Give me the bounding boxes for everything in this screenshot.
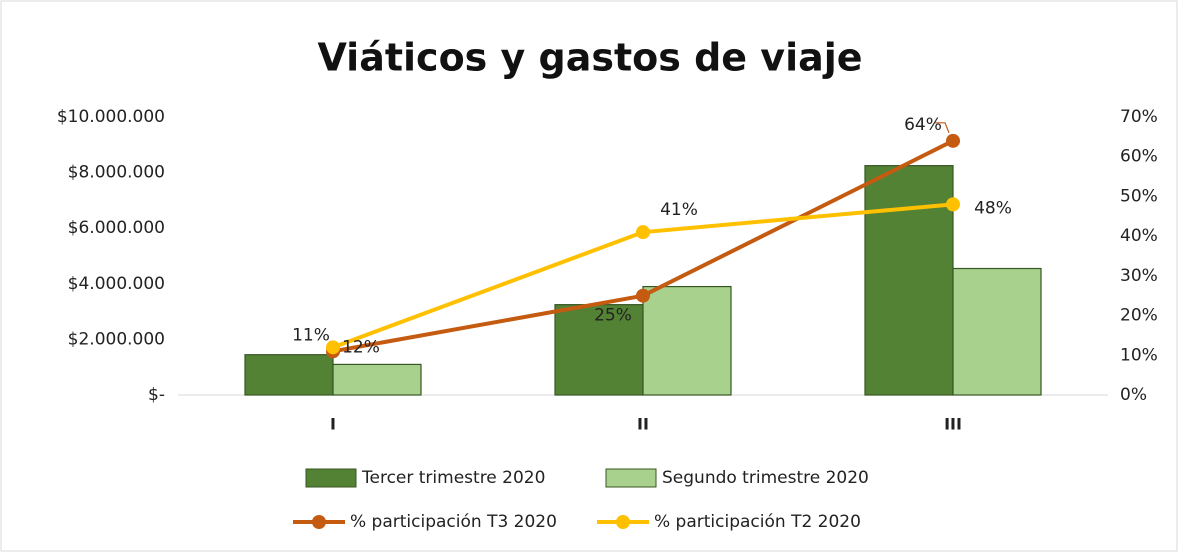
data-label: 11% bbox=[292, 325, 330, 345]
legend-swatch bbox=[305, 468, 357, 488]
y2-tick-label: 40% bbox=[1120, 226, 1158, 246]
legend-label: Segundo trimestre 2020 bbox=[662, 468, 869, 488]
data-label: 48% bbox=[974, 198, 1012, 218]
y2-tick-label: 0% bbox=[1120, 385, 1147, 405]
x-tick-label: II bbox=[637, 415, 649, 434]
y2-tick-label: 30% bbox=[1120, 266, 1158, 286]
bar bbox=[554, 304, 644, 396]
legend-swatch bbox=[605, 468, 657, 488]
legend-marker bbox=[312, 515, 326, 529]
y-tick-label: $4.000.000 bbox=[68, 274, 165, 294]
y2-tick-label: 70% bbox=[1120, 107, 1158, 127]
y-tick-label: $6.000.000 bbox=[68, 218, 165, 238]
chart-title: Viáticos y gastos de viaje bbox=[317, 36, 862, 80]
legend-label: Tercer trimestre 2020 bbox=[361, 468, 545, 488]
bar bbox=[864, 165, 954, 396]
data-label: 25% bbox=[594, 306, 632, 326]
x-tick-label: III bbox=[944, 415, 962, 434]
y2-tick-label: 20% bbox=[1120, 306, 1158, 326]
line-point bbox=[946, 197, 960, 212]
line-point bbox=[326, 340, 340, 355]
bar bbox=[642, 285, 732, 396]
legend-label: % participación T3 2020 bbox=[350, 512, 557, 532]
y2-tick-label: 50% bbox=[1120, 186, 1158, 206]
legend-marker bbox=[616, 515, 630, 529]
bar bbox=[332, 363, 422, 396]
y2-tick-label: 10% bbox=[1120, 345, 1158, 365]
y-tick-label: $8.000.000 bbox=[68, 163, 165, 183]
line-point bbox=[946, 133, 960, 148]
data-label: 64% bbox=[904, 115, 942, 135]
bar bbox=[244, 354, 334, 396]
y2-tick-label: 60% bbox=[1120, 147, 1158, 167]
y-tick-label: $10.000.000 bbox=[57, 107, 165, 127]
bar bbox=[952, 267, 1042, 396]
leader-line bbox=[935, 122, 950, 134]
y-tick-label: $2.000.000 bbox=[68, 329, 165, 349]
line-point bbox=[636, 288, 650, 303]
legend-label: % participación T2 2020 bbox=[654, 512, 861, 532]
y-tick-label: $- bbox=[148, 385, 165, 405]
data-label: 12% bbox=[342, 337, 380, 357]
x-tick-label: I bbox=[330, 415, 336, 434]
data-label: 41% bbox=[660, 200, 698, 220]
line-point bbox=[636, 225, 650, 240]
